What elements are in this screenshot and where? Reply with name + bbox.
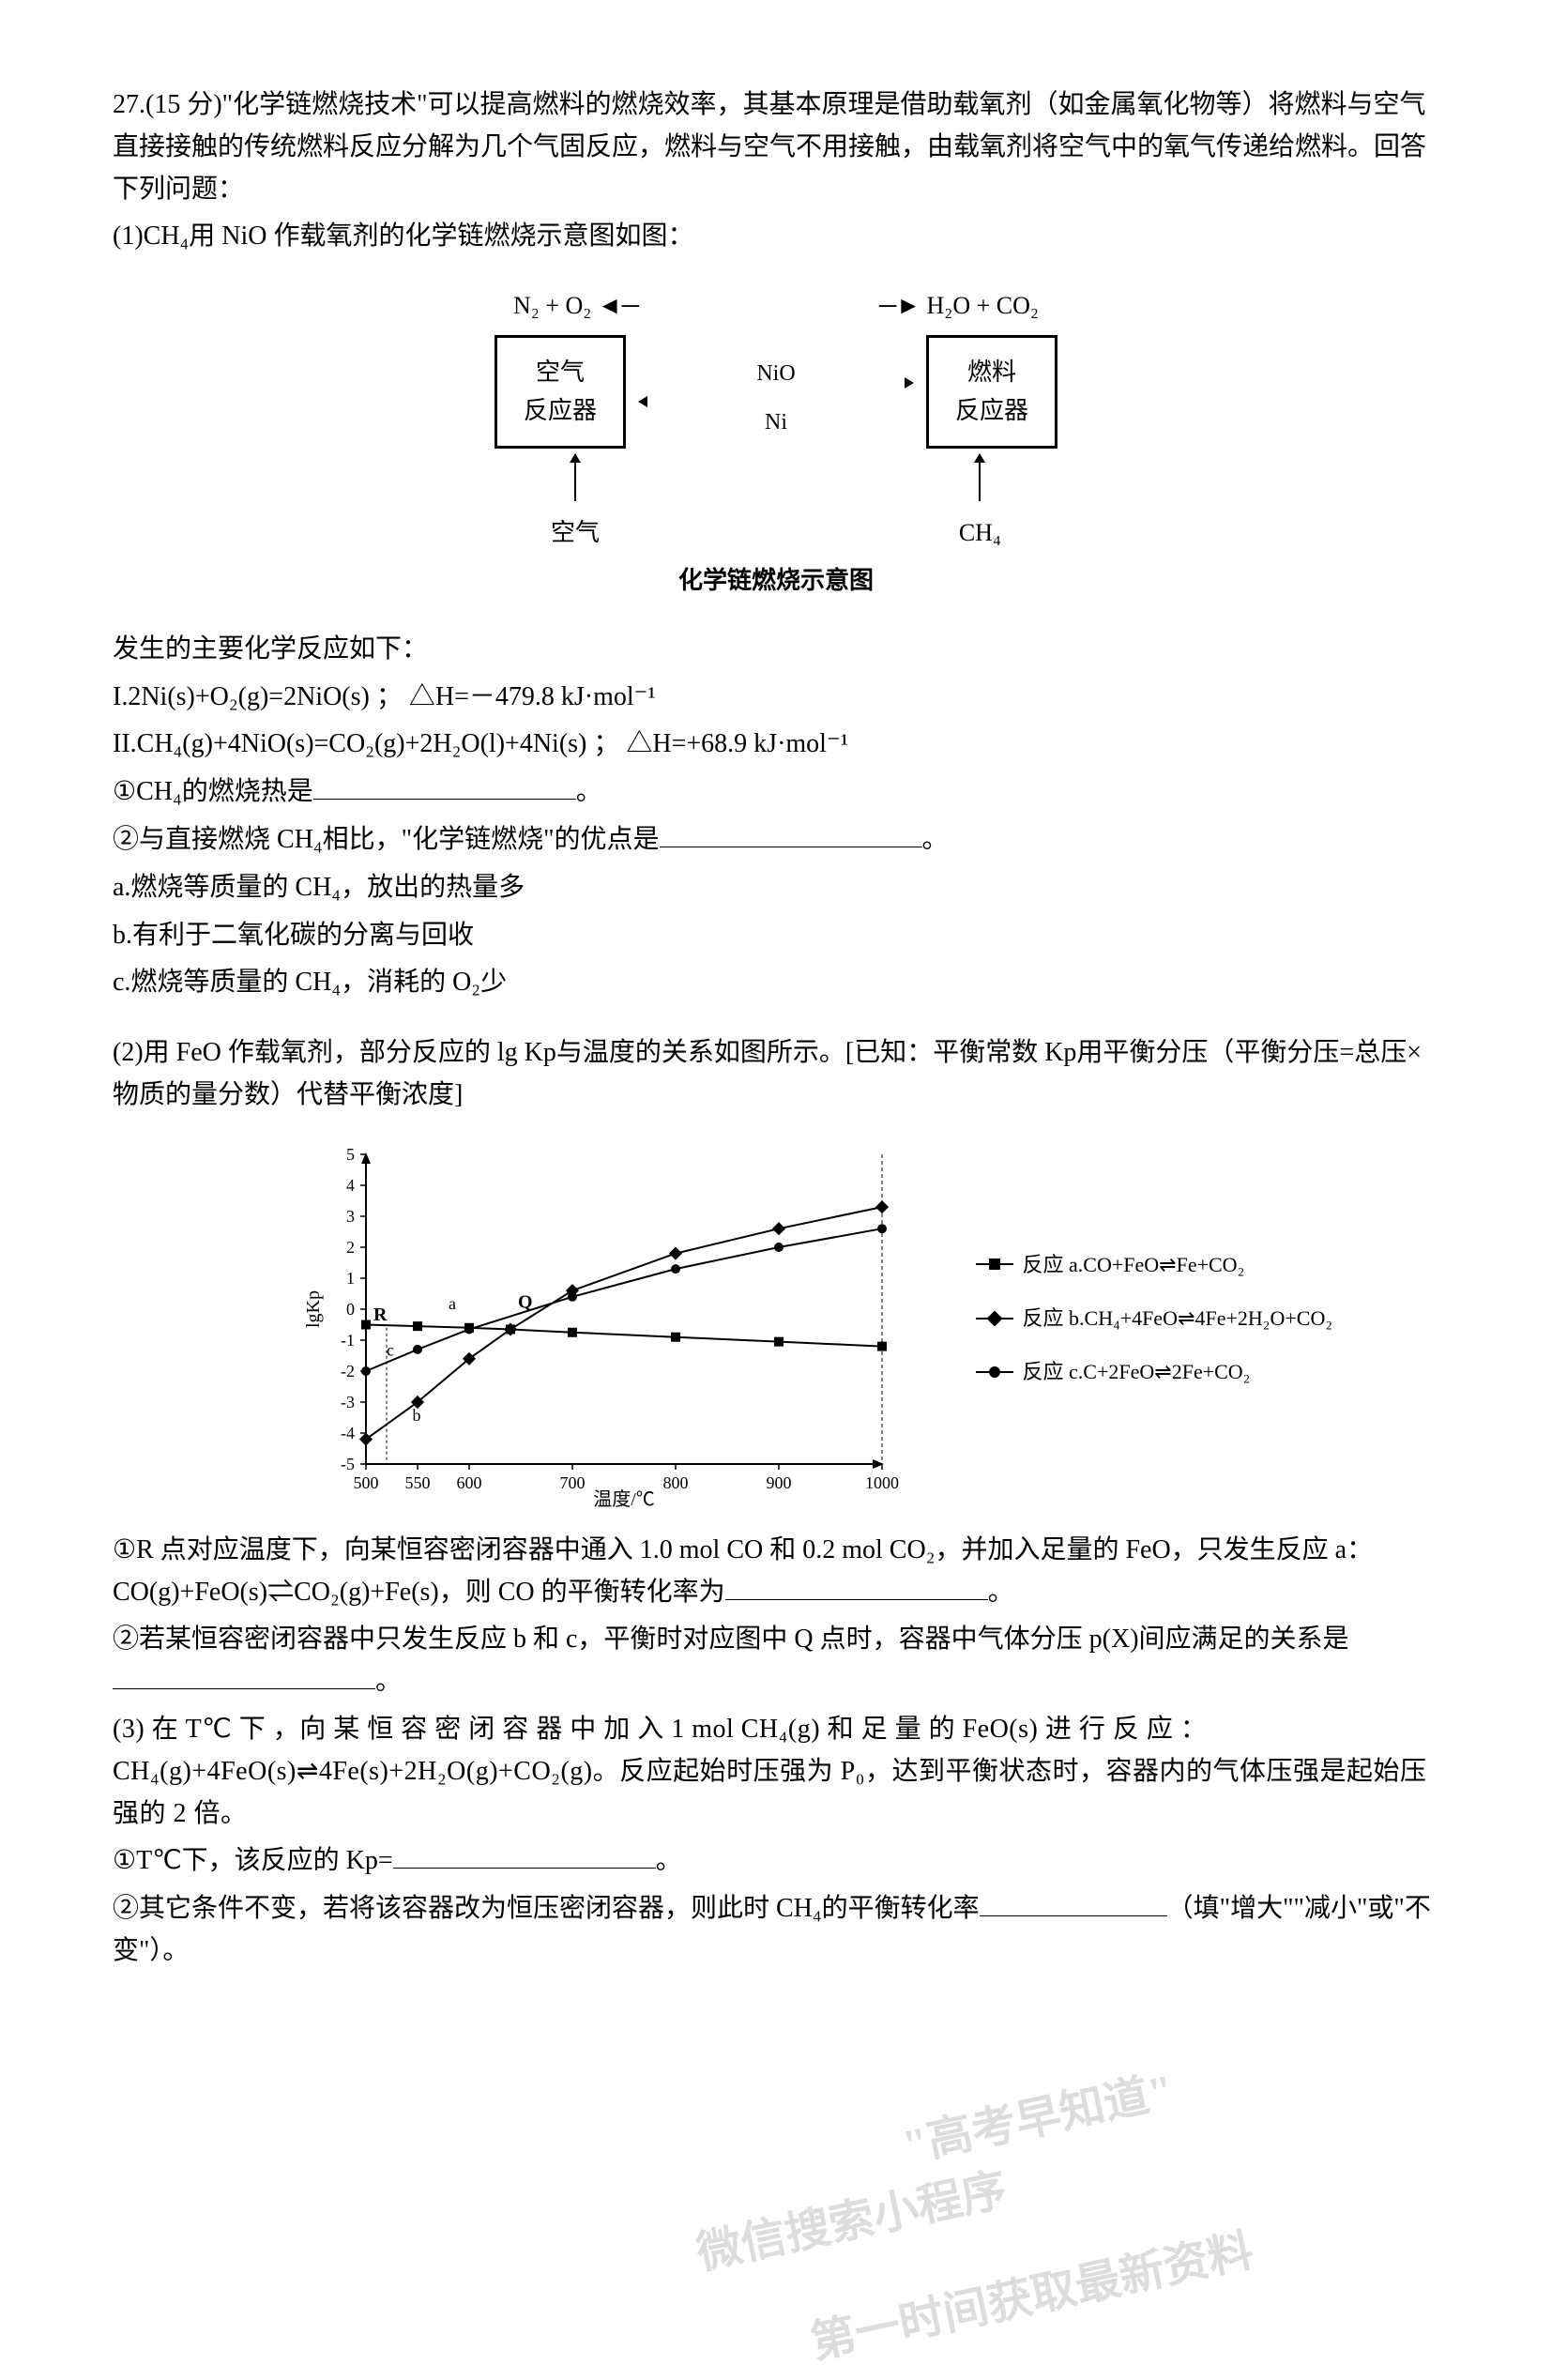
option-a: a.燃烧等质量的 CH₄，放出的热量多 <box>113 867 1439 909</box>
svg-text:-2: -2 <box>341 1362 355 1381</box>
svg-text:700: 700 <box>560 1473 586 1492</box>
blank-3-2[interactable] <box>980 1890 1167 1916</box>
part2-intro: (2)用 FeO 作载氧剂，部分反应的 lg Kp与温度的关系如图所示。[已知：… <box>113 1032 1439 1117</box>
out-left-label: N₂ + O₂ ◄─ <box>513 286 639 326</box>
svg-text:4: 4 <box>346 1176 355 1195</box>
svg-text:-1: -1 <box>341 1331 355 1350</box>
svg-text:R: R <box>373 1304 388 1325</box>
svg-text:800: 800 <box>663 1473 689 1492</box>
reaction-1: I.2Ni(s)+O₂(g)=2NiO(s) ； △H=－479.8 kJ·mo… <box>113 677 1439 719</box>
svg-text:600: 600 <box>457 1473 482 1492</box>
reactions-intro: 发生的主要化学反应如下： <box>113 629 1439 671</box>
air-in: 空气 <box>551 454 600 552</box>
svg-text:b: b <box>413 1406 421 1425</box>
svg-text:-5: -5 <box>341 1455 355 1473</box>
svg-text:温度/℃: 温度/℃ <box>593 1488 655 1510</box>
question-header: 27.(15 分)"化学链燃烧技术"可以提高燃料的燃烧效率，其基本原理是借助载氧… <box>113 84 1439 210</box>
blank-1-2[interactable] <box>660 821 922 847</box>
svg-text:Q: Q <box>518 1291 533 1312</box>
blank-2-1[interactable] <box>725 1574 988 1600</box>
svg-text:2: 2 <box>346 1238 355 1257</box>
watermark-1: "高考早知道" <box>896 2055 1180 2183</box>
ch4-in: CH₄ <box>959 454 1001 552</box>
svg-text:500: 500 <box>354 1473 379 1492</box>
chart-svg: 5 4 3 2 1 0 -1 -2 -3 -4 -5500 550 600 700 800 900 1000 lg… <box>300 1136 901 1511</box>
square-marker-icon <box>976 1263 1013 1265</box>
flow-diagram: N₂ + O₂ ◄─ ─► H₂O + CO₂ 空气 反应器 NiO Ni 燃料… <box>495 286 1057 601</box>
diagram-caption: 化学链燃烧示意图 <box>495 561 1057 601</box>
legend-a: 反应 a.CO+FeO⇌Fe+CO₂ <box>976 1248 1332 1281</box>
blank-2-2[interactable] <box>113 1663 375 1689</box>
legend-b: 反应 b.CH₄+4FeO⇌4Fe+2H₂O+CO₂ <box>976 1302 1332 1335</box>
svg-text:1000: 1000 <box>865 1473 899 1492</box>
blank-1-1[interactable] <box>313 773 576 800</box>
legend-c: 反应 c.C+2FeO⇌2Fe+CO₂ <box>976 1355 1332 1388</box>
chart-legend: 反应 a.CO+FeO⇌Fe+CO₂ 反应 b.CH₄+4FeO⇌4Fe+2H₂… <box>976 1248 1332 1410</box>
svg-text:a: a <box>449 1294 456 1313</box>
blank-3-1[interactable] <box>393 1842 656 1869</box>
svg-text:-3: -3 <box>341 1393 355 1411</box>
q3-1: ①T℃下，该反应的 Kp=。 <box>113 1840 1439 1883</box>
svg-text:lgKp: lgKp <box>303 1290 324 1328</box>
watermark-2: 微信搜索小程序 <box>691 2155 1014 2291</box>
watermark-3: 第一时间获取最新资料 <box>804 2216 1259 2380</box>
q3-2: ②其它条件不变，若将该容器改为恒压密闭容器，则此时 CH₄的平衡转化率（填"增大… <box>113 1888 1439 1973</box>
air-reactor-box: 空气 反应器 <box>495 335 626 449</box>
q2-1: ①R 点对应温度下，向某恒容密闭容器中通入 1.0 mol CO 和 0.2 m… <box>113 1530 1439 1614</box>
svg-text:0: 0 <box>346 1300 355 1319</box>
q1-2: ②与直接燃烧 CH₄相比，"化学链燃烧"的优点是。 <box>113 819 1439 862</box>
fuel-reactor-box: 燃料 反应器 <box>926 335 1057 449</box>
svg-text:-4: -4 <box>341 1424 355 1442</box>
svg-text:1: 1 <box>346 1269 355 1288</box>
svg-text:c: c <box>387 1340 394 1359</box>
circle-marker-icon <box>976 1371 1013 1373</box>
out-right-label: ─► H₂O + CO₂ <box>879 286 1039 326</box>
option-b: b.有利于二氧化碳的分离与回收 <box>113 915 1439 957</box>
part1-intro: (1)CH₄用 NiO 作载氧剂的化学链燃烧示意图如图： <box>113 216 1439 258</box>
svg-text:900: 900 <box>767 1473 792 1492</box>
q1-1: ①CH₄的燃烧热是。 <box>113 771 1439 814</box>
part3-intro: (3) 在 T℃ 下 ，向 某 恒 容 密 闭 容 器 中 加 入 1 mol … <box>113 1709 1439 1835</box>
lgkp-chart: "高考早知道" 微信搜索小程序 第一时间获取最新资料 543210-1-2-3-… <box>300 1136 1145 1511</box>
option-c: c.燃烧等质量的 CH₄，消耗的 O₂少 <box>113 962 1439 1004</box>
svg-text:3: 3 <box>346 1207 355 1226</box>
svg-text:550: 550 <box>405 1473 431 1492</box>
diamond-marker-icon <box>976 1318 1013 1320</box>
svg-text:5: 5 <box>346 1145 355 1164</box>
reaction-2: II.CH₄(g)+4NiO(s)=CO₂(g)+2H₂O(l)+4Ni(s) … <box>113 724 1439 766</box>
q2-2: ②若某恒容密闭容器中只发生反应 b 和 c，平衡时对应图中 Q 点时，容器中气体… <box>113 1619 1439 1703</box>
